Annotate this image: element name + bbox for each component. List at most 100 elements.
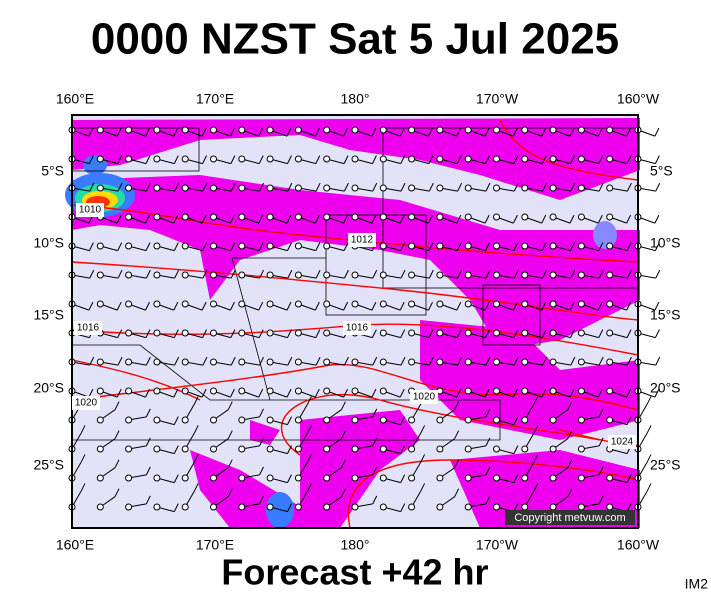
wind-barb-flag <box>145 329 151 338</box>
wind-barb-flag <box>315 182 321 192</box>
wind-barb-flag <box>485 408 491 418</box>
station <box>181 387 189 395</box>
station <box>379 213 387 221</box>
station <box>153 329 161 337</box>
wind-barb-flag <box>287 474 292 483</box>
station <box>606 155 614 163</box>
station <box>379 126 387 134</box>
wind-barb-flag <box>173 416 179 425</box>
wind-barb-flag <box>569 214 575 224</box>
station <box>521 184 529 192</box>
station <box>549 271 557 279</box>
wind-barb-flag <box>646 425 652 434</box>
wind-barb-flag <box>372 182 378 192</box>
wind-barb-flag <box>287 155 292 164</box>
station <box>294 358 302 366</box>
station <box>323 300 331 308</box>
station <box>408 445 416 453</box>
isobar-label: 1012 <box>351 235 374 246</box>
wind-barb-flag <box>258 242 264 251</box>
lon-label-bottom: 170°E <box>196 537 234 553</box>
station <box>436 184 444 192</box>
wind-barb-flag <box>456 242 462 251</box>
station <box>493 213 500 221</box>
station <box>238 271 246 279</box>
wind-barb-flag <box>173 214 179 224</box>
wind-barb-flag <box>626 155 632 164</box>
wind-barb-flag <box>485 329 491 338</box>
station <box>577 387 585 395</box>
wind-barb-flag <box>454 488 460 497</box>
wind-barb-flag <box>428 301 433 311</box>
station <box>379 416 387 424</box>
wind-barb-flag <box>399 301 405 311</box>
station <box>323 416 331 424</box>
wind-barb-flag <box>512 388 518 398</box>
wind-barb-flag <box>145 242 151 251</box>
wind-barb-flag <box>315 155 321 164</box>
wind-barb-flag <box>513 356 519 366</box>
station <box>125 213 133 221</box>
station <box>606 242 614 250</box>
wind-barb-flag <box>533 483 539 492</box>
wind-barb-flag <box>259 269 264 279</box>
station <box>464 126 472 134</box>
lon-label-top: 160°W <box>617 91 660 107</box>
wind-barb-flag <box>258 155 264 164</box>
wind-barb-flag <box>569 301 575 311</box>
wind-barb-flag <box>598 466 604 476</box>
wind-barb-flag <box>513 329 519 338</box>
wind-barb-flag <box>114 488 120 497</box>
wind-barb-flag <box>114 401 120 410</box>
wind-barb-flag <box>371 388 377 398</box>
station <box>436 474 444 482</box>
wind-barb-flag <box>598 269 604 279</box>
station <box>210 445 217 453</box>
wind-barb-flag <box>174 269 180 279</box>
wind-barb-flag <box>340 401 346 410</box>
station <box>181 126 189 134</box>
station <box>521 358 529 366</box>
station <box>436 213 444 221</box>
wind-barb-flag <box>259 466 264 476</box>
wind-barb-flag <box>306 425 312 434</box>
wind-barb-flag <box>542 182 547 192</box>
station <box>521 155 529 163</box>
station <box>606 126 614 134</box>
wind-barb-flag <box>286 388 292 398</box>
station <box>436 445 444 453</box>
station <box>436 416 444 424</box>
wind-barb-flag <box>485 356 491 366</box>
wind-barb-flag <box>116 388 122 398</box>
station <box>294 387 302 395</box>
station <box>549 387 557 395</box>
wind-barb-flag <box>343 242 349 251</box>
wind-barb-flag <box>174 356 180 366</box>
station <box>294 474 302 482</box>
station <box>351 271 359 279</box>
station <box>379 300 387 308</box>
station <box>125 329 133 337</box>
station <box>125 387 133 395</box>
wind-barb-flag <box>372 495 378 505</box>
station <box>181 329 189 337</box>
wind-barb-flag <box>145 388 150 398</box>
wind-barb-flag <box>145 214 150 224</box>
wind-barb-flag <box>456 127 462 137</box>
station <box>238 213 246 221</box>
wind-barb-flag <box>654 214 660 224</box>
station <box>493 445 500 453</box>
station <box>606 503 614 511</box>
wind-barb-flag <box>315 242 321 251</box>
station <box>153 155 161 163</box>
lon-label-top: 160°E <box>56 91 94 107</box>
station <box>379 184 387 192</box>
wind-barb-flag <box>173 301 179 311</box>
wind-barb-flag <box>420 483 426 492</box>
station <box>181 474 189 482</box>
station <box>521 242 529 250</box>
wind-barb-flag <box>570 242 575 251</box>
station <box>606 416 614 424</box>
station <box>606 358 614 366</box>
wind-barb-flag <box>371 329 377 338</box>
